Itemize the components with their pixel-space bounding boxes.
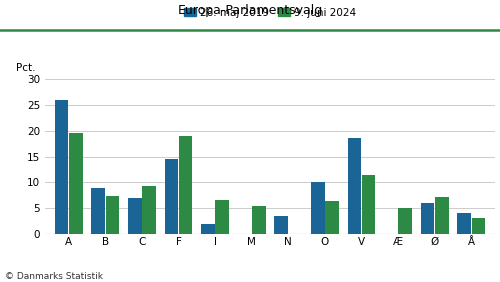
Bar (362, 175, 376, 234)
Bar (274, 216, 288, 234)
Bar (420, 203, 434, 234)
Bar (55, 100, 68, 234)
Bar (201, 224, 215, 234)
Text: © Danmarks Statistik: © Danmarks Statistik (5, 272, 103, 281)
Text: Pct.: Pct. (16, 63, 35, 73)
Bar (164, 159, 178, 234)
Bar (179, 136, 192, 234)
Bar (458, 213, 471, 234)
Bar (128, 198, 141, 234)
Bar (92, 188, 105, 234)
Bar (252, 206, 266, 234)
Bar (106, 196, 120, 234)
Bar (435, 197, 448, 234)
Bar (472, 217, 485, 234)
Bar (69, 133, 82, 234)
Bar (216, 201, 229, 234)
Bar (325, 201, 339, 234)
Legend: 26. maj 2019, 9. juni 2024: 26. maj 2019, 9. juni 2024 (180, 3, 360, 22)
Bar (142, 186, 156, 234)
Bar (311, 182, 324, 234)
Bar (398, 208, 412, 234)
Bar (348, 138, 361, 234)
Text: Europa-Parlamentsvalg: Europa-Parlamentsvalg (178, 4, 322, 17)
